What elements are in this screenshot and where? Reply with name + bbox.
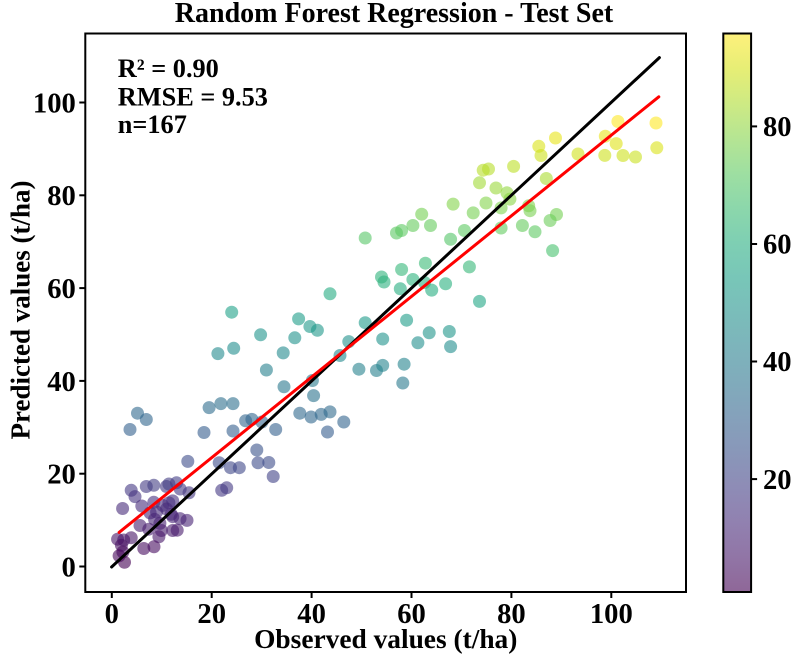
svg-text:n=167: n=167 (118, 110, 187, 139)
svg-text:80: 80 (47, 181, 76, 212)
svg-text:20: 20 (763, 465, 792, 496)
svg-text:R² = 0.90: R² = 0.90 (118, 54, 219, 83)
svg-text:80: 80 (497, 599, 526, 630)
svg-text:100: 100 (590, 599, 633, 630)
svg-text:80: 80 (763, 112, 792, 143)
svg-text:Predicted values (t/ha): Predicted values (t/ha) (6, 181, 36, 440)
svg-text:Random Forest Regression - Tes: Random Forest Regression - Test Set (175, 0, 614, 29)
svg-text:60: 60 (397, 599, 426, 630)
svg-text:60: 60 (763, 230, 792, 261)
svg-text:20: 20 (47, 460, 76, 491)
svg-text:40: 40 (763, 347, 792, 378)
svg-text:40: 40 (297, 599, 326, 630)
svg-text:60: 60 (47, 274, 76, 305)
svg-text:Observed values (t/ha): Observed values (t/ha) (254, 624, 517, 654)
svg-text:20: 20 (197, 599, 226, 630)
svg-text:100: 100 (33, 88, 76, 119)
svg-text:RMSE = 9.53: RMSE = 9.53 (118, 83, 268, 112)
svg-text:0: 0 (105, 599, 119, 630)
svg-text:0: 0 (62, 552, 76, 583)
svg-text:40: 40 (47, 367, 76, 398)
